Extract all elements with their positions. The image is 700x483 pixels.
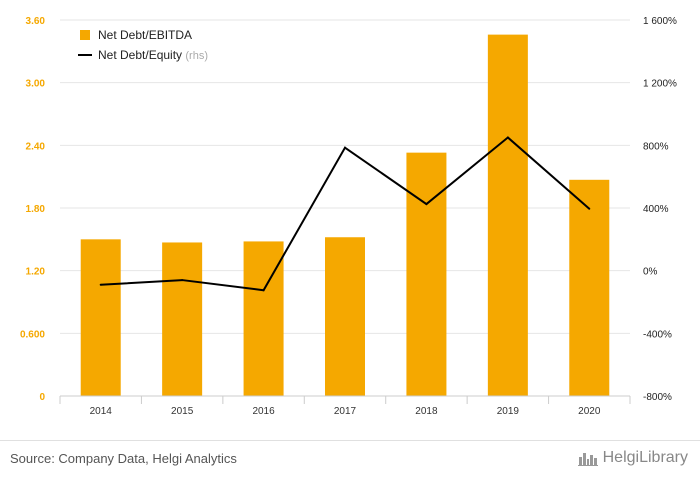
right-tick-label: 1 200% [643,79,677,90]
bar [406,152,447,396]
legend-label-equity-group: Net Debt/Equity (rhs) [98,48,208,62]
city-skyline-icon [577,450,598,466]
line-point [588,207,591,210]
brand-name: HelgiLibrary [602,449,688,466]
line-point [181,279,184,282]
right-axis-ticks: -800% -400% 0% 400% 800% 1 200% 1 600% [643,16,677,403]
x-axis: 2014 2015 2016 2017 2018 2019 2020 [59,395,631,417]
legend-label-rhs: (rhs) [185,50,208,62]
left-tick-label: 1.80 [26,204,46,215]
left-tick-label: 0.600 [20,329,45,340]
legend-label-equity: Net Debt/Equity [98,48,182,62]
line-series [99,136,591,292]
right-tick-label: 400% [643,204,669,215]
bar [80,239,121,396]
line-point [506,136,509,139]
x-tick-label: 2016 [252,406,275,417]
right-tick-label: 0% [643,267,658,278]
left-tick-label: 3.60 [26,16,46,27]
x-tick-label: 2014 [90,406,113,417]
left-tick-label: 0 [39,392,45,403]
line-point [425,203,428,206]
line-point [344,146,346,149]
left-tick-label: 3.00 [26,79,46,90]
x-tick-label: 2015 [171,406,194,417]
footer-divider [0,440,700,441]
left-axis-ticks: 0 0.600 1.20 1.80 2.40 3.00 3.60 [20,16,45,403]
right-tick-label: -800% [643,392,672,403]
bar [325,237,365,396]
left-tick-label: 2.40 [26,141,46,152]
bar [487,34,528,396]
legend: Net Debt/EBITDA Net Debt/Equity (rhs) [78,28,208,62]
x-tick-label: 2018 [415,406,438,417]
right-tick-label: 1 600% [643,16,677,27]
right-tick-label: 800% [643,141,669,152]
bar [569,179,610,396]
bar-series [80,34,610,396]
source-text: Source: Company Data, Helgi Analytics [10,451,237,466]
legend-label-ebitda: Net Debt/EBITDA [98,28,192,42]
line-point [99,283,102,286]
brand-logo[interactable]: HelgiLibrary [577,449,688,467]
bar [162,242,203,396]
legend-marker-bar [80,30,90,40]
gridlines [60,19,630,334]
line-point [262,289,265,292]
chart: 0 0.600 1.20 1.80 2.40 3.00 3.60 -800% -400% 0% 4… [20,16,677,417]
left-tick-label: 1.20 [26,267,46,278]
right-tick-label: -400% [643,329,672,340]
x-tick-label: 2020 [578,406,601,417]
x-tick-label: 2019 [497,406,520,417]
x-tick-label: 2017 [334,406,357,417]
